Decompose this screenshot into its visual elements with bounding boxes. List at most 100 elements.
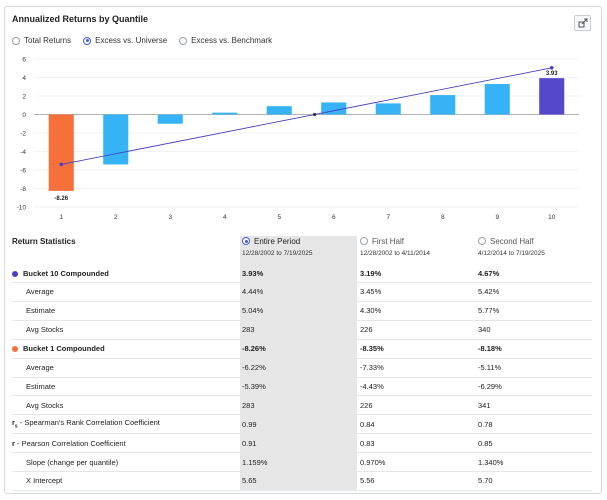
stats-row-label: Avg Stocks [26, 400, 64, 410]
stats-row: r - Pearson Correlation Coefficient 0.91 0… [12, 434, 592, 454]
period-second-half[interactable]: Second Half 4/12/2014 to 7/19/2025 [478, 237, 545, 257]
export-button[interactable] [574, 15, 591, 31]
stats-value: 3.45% [360, 287, 382, 297]
stats-value: -5.11% [478, 363, 502, 372]
bucket-color-dot [12, 270, 18, 277]
stats-row: Average 4.44% 3.45% 5.42% [12, 283, 592, 302]
option-label: Total Returns [24, 36, 72, 45]
period-label: Entire Period [254, 237, 301, 246]
y-tick-label: 4 [22, 75, 26, 82]
x-tick-label: 10 [548, 214, 556, 221]
stats-row: Estimate -5.39% -4.43% -6.29% [12, 377, 592, 397]
option-label: Excess vs. Benchmark [191, 36, 273, 45]
y-tick-label: -6 [20, 168, 26, 175]
y-tick-label: 0 [22, 112, 26, 119]
stats-value: -5.39% [242, 381, 266, 391]
radio-selected-icon [242, 237, 250, 245]
bucket-color-dot [12, 346, 18, 353]
stats-value: -8.26% [242, 344, 266, 354]
stats-row: rs - Spearman's Rank Correlation Coeffic… [12, 415, 592, 435]
quantile-bar-chart: 6 4 2 0 -2 -4 -6 -8 -10 1 2 3 4 5 6 7 8 9 10 -8.26 3.93 [17, 57, 579, 221]
stats-row: Estimate 5.04% 4.30% 5.77% [12, 302, 592, 321]
trend-intercept-point [313, 112, 317, 117]
panel-title: Annualized Returns by Quantile [12, 14, 149, 24]
stats-value: -6.22% [242, 363, 266, 372]
x-tick-label: 8 [441, 214, 445, 221]
stats-value: 3.19% [360, 268, 382, 278]
stats-row-label: r - Pearson Correlation Coefficient [12, 438, 126, 448]
y-tick-label: -8 [20, 186, 26, 193]
stats-row-label: Estimate [26, 381, 56, 391]
stats-row: X Intercept 5.65 5.56 5.70 [12, 472, 592, 491]
radio-selected-icon [83, 36, 92, 45]
stats-value: 4.67% [478, 268, 500, 278]
stats-value: 341 [478, 400, 491, 410]
bar-q1 [48, 114, 74, 191]
stats-value: 1.340% [478, 457, 504, 467]
period-range: 12/28/2002 to 7/19/2025 [242, 250, 313, 257]
bar-q10 [539, 78, 565, 115]
data-label-last: 3.93 [546, 71, 558, 77]
selected-period-column [240, 236, 357, 490]
stats-value: 226 [360, 400, 373, 410]
option-excess-benchmark[interactable]: Excess vs. Benchmark [179, 36, 272, 45]
stats-heading: Return Statistics [12, 237, 76, 246]
x-tick-label: 6 [332, 214, 336, 221]
stats-value: 283 [242, 400, 255, 410]
x-tick-label: 5 [277, 214, 281, 221]
x-tick-label: 7 [386, 214, 390, 221]
stats-value: 0.99 [242, 419, 257, 429]
stats-value: 5.77% [478, 306, 500, 316]
trend-point-end [549, 65, 554, 70]
option-label: Excess vs. Universe [95, 36, 168, 45]
x-tick-label: 1 [59, 214, 63, 221]
stats-value: 3.93% [242, 268, 264, 278]
period-label: Second Half [490, 237, 534, 246]
stats-value: 5.56 [360, 476, 375, 486]
stats-row: Bucket 1 Compounded -8.26% -8.35% -8.18% [12, 340, 592, 359]
bar-q6 [321, 102, 347, 115]
x-tick-label: 3 [168, 214, 172, 221]
stats-value: 340 [478, 325, 491, 335]
period-first-half[interactable]: First Half 12/28/2002 to 4/11/2014 [360, 237, 430, 257]
y-tick-label: -2 [20, 131, 26, 138]
stats-row-label: Slope (change per quantile) [26, 457, 119, 467]
x-tick-label: 4 [223, 214, 227, 221]
stats-value: 5.42% [478, 287, 500, 297]
option-total-returns[interactable]: Total Returns [12, 36, 71, 45]
stats-value: 283 [242, 325, 255, 335]
stats-value: -8.18% [478, 344, 502, 354]
stats-row-label: rs - Spearman's Rank Correlation Coeffic… [12, 418, 160, 430]
stats-value: -8.35% [360, 344, 384, 354]
radio-icon [478, 237, 486, 245]
x-tick-label: 9 [495, 214, 499, 221]
stats-row: Average -6.22% -7.33% -5.11% [12, 359, 592, 378]
bar-q5 [266, 106, 292, 115]
stats-value: -4.43% [360, 381, 384, 391]
radio-icon [179, 36, 188, 45]
stats-row-label: Average [26, 287, 54, 297]
period-entire[interactable]: Entire Period 12/28/2002 to 7/19/2025 [242, 237, 312, 257]
stats-value: 1.159% [242, 457, 268, 467]
stats-row-label: Average [26, 363, 54, 372]
bar-q2 [103, 114, 129, 165]
period-range: 12/28/2002 to 4/11/2014 [360, 250, 430, 257]
trend-point-start [59, 162, 64, 167]
stats-row: Slope (change per quantile) 1.159% 0.970% 1… [12, 453, 592, 472]
stats-row-label: Estimate [26, 306, 56, 316]
x-tick-label: 2 [114, 214, 118, 221]
option-excess-universe[interactable]: Excess vs. Universe [83, 36, 167, 45]
stats-row: Avg Stocks 283 226 341 [12, 396, 592, 416]
stats-row-label: Bucket 10 Compounded [12, 269, 109, 278]
stats-row: Bucket 10 Compounded 3.93% 3.19% 4.67% [12, 264, 592, 283]
stats-value: 0.78 [478, 419, 493, 429]
radio-icon [12, 36, 20, 45]
bar-q9 [484, 83, 510, 115]
stats-value: 226 [360, 325, 373, 335]
stats-value: -7.33% [360, 363, 384, 372]
stats-value: 0.970% [360, 457, 386, 467]
stats-value: 5.70 [478, 476, 493, 486]
stats-row-label: X Intercept [26, 476, 63, 486]
stats-value: 5.65 [242, 476, 257, 486]
stats-value: 0.84 [360, 419, 375, 429]
